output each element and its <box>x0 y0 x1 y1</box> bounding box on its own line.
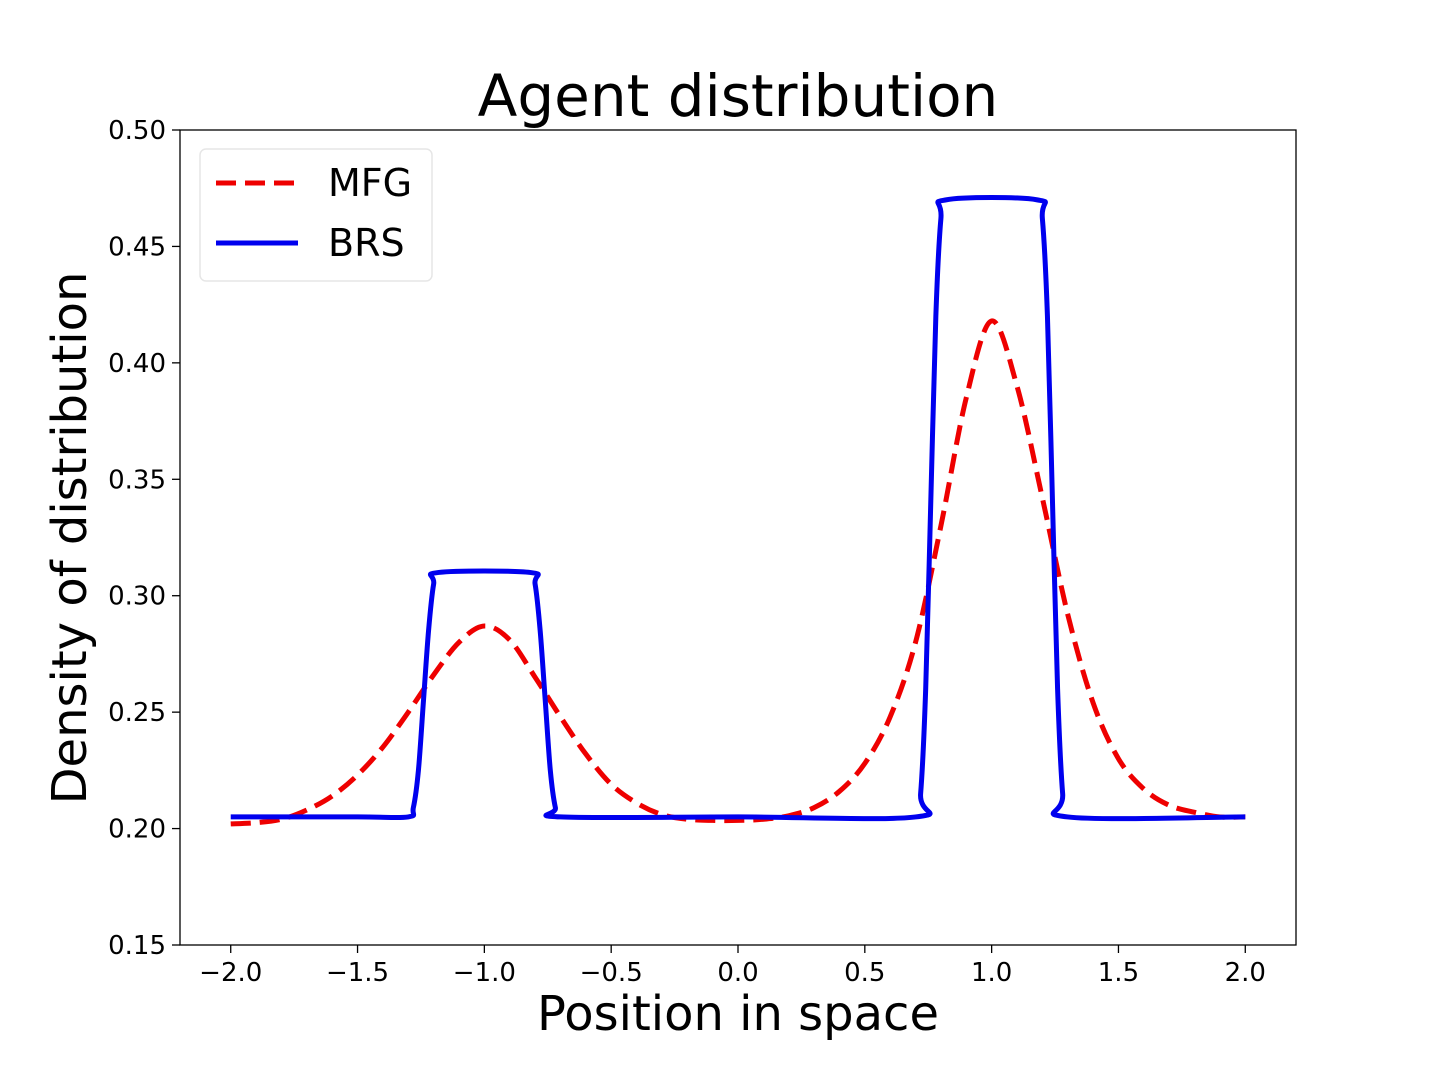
x-tick-label: 2.0 <box>1225 958 1266 988</box>
y-axis-label: Density of distribution <box>42 272 98 805</box>
y-axis-ticks: 0.15 0.20 0.25 0.30 0.35 0.40 0.45 0.50 <box>108 116 180 961</box>
x-tick-label: 1.5 <box>1098 958 1139 988</box>
legend: MFG BRS <box>199 148 433 282</box>
x-tick-label: 0.0 <box>717 958 758 988</box>
y-tick-label: 0.35 <box>108 465 166 495</box>
y-tick-label: 0.30 <box>108 582 166 612</box>
y-tick-label: 0.15 <box>108 931 166 961</box>
y-tick-label: 0.45 <box>108 232 166 262</box>
x-tick-label: 0.5 <box>844 958 885 988</box>
y-tick-label: 0.25 <box>108 698 166 728</box>
chart-title: Agent distribution <box>478 62 999 130</box>
legend-label-brs: BRS <box>328 221 405 265</box>
series-line-brs <box>230 195 1246 822</box>
y-tick-label: 0.40 <box>108 349 166 379</box>
y-tick-label: 0.50 <box>108 116 166 146</box>
legend-label-mfg: MFG <box>328 161 412 205</box>
x-tick-label: −2.0 <box>199 958 262 988</box>
x-tick-label: −1.5 <box>326 958 389 988</box>
x-tick-label: −1.0 <box>453 958 516 988</box>
x-axis-ticks: −2.0 −1.5 −1.0 −0.5 0.0 0.5 1.0 1.5 2.0 <box>199 945 1266 988</box>
x-tick-label: 1.0 <box>971 958 1012 988</box>
series-group <box>230 195 1246 827</box>
x-axis-label: Position in space <box>537 986 939 1042</box>
y-tick-label: 0.20 <box>108 815 166 845</box>
x-tick-label: −0.5 <box>580 958 643 988</box>
